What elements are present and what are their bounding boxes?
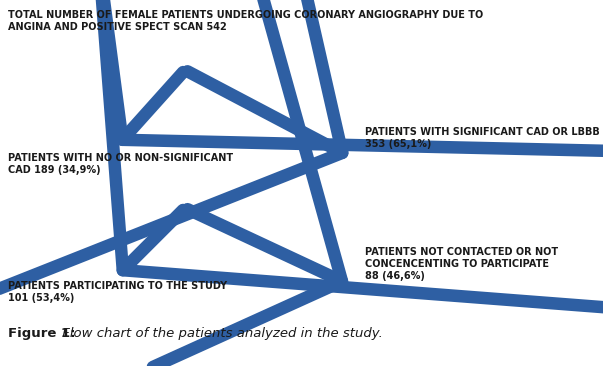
Text: TOTAL NUMBER OF FEMALE PATIENTS UNDERGOING CORONARY ANGIOGRAPHY DUE TO
ANGINA AN: TOTAL NUMBER OF FEMALE PATIENTS UNDERGOI… (8, 10, 483, 31)
Text: PATIENTS WITH NO OR NON-SIGNIFICANT
CAD 189 (34,9%): PATIENTS WITH NO OR NON-SIGNIFICANT CAD … (8, 153, 233, 175)
Text: Flow chart of the patients analyzed in the study.: Flow chart of the patients analyzed in t… (58, 327, 383, 340)
Text: PATIENTS WITH SIGNIFICANT CAD OR LBBB
353 (65,1%): PATIENTS WITH SIGNIFICANT CAD OR LBBB 35… (365, 127, 600, 149)
Text: PATIENTS PARTICIPATING TO THE STUDY
101 (53,4%): PATIENTS PARTICIPATING TO THE STUDY 101 … (8, 281, 227, 303)
Text: PATIENTS NOT CONTACTED OR NOT
CONCENCENTING TO PARTICIPATE
88 (46,6%): PATIENTS NOT CONTACTED OR NOT CONCENCENT… (365, 247, 558, 281)
Text: Figure 1:: Figure 1: (8, 327, 75, 340)
